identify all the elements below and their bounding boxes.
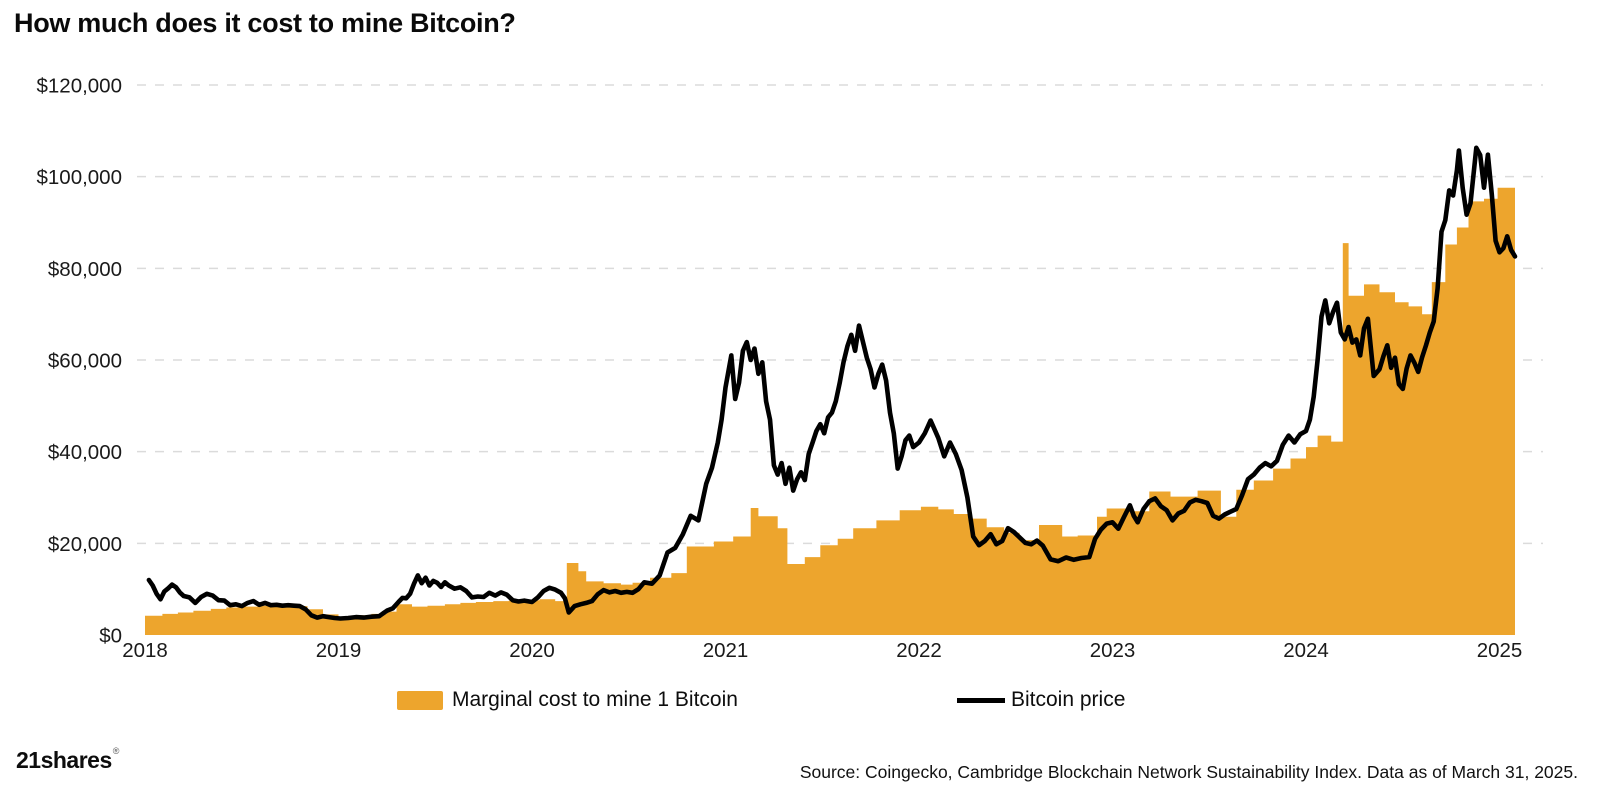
bitcoin-price-line [146, 145, 1518, 621]
y-axis-label: $40,000 [48, 441, 122, 464]
legend-label-marginal-cost: Marginal cost to mine 1 Bitcoin [452, 688, 738, 711]
x-axis-label: 2019 [316, 639, 362, 662]
y-axis-label: $100,000 [36, 166, 122, 189]
page-title: How much does it cost to mine Bitcoin? [14, 8, 516, 38]
legend-item-marginal-cost: Marginal cost to mine 1 Bitcoin [397, 686, 738, 714]
y-axis-label: $20,000 [48, 533, 122, 556]
source-note: Source: Coingecko, Cambridge Blockchain … [799, 762, 1578, 782]
logo-text: 21shares [16, 747, 112, 773]
x-axis-label: 2023 [1090, 639, 1136, 662]
marginal-cost-swatch-icon [397, 690, 443, 710]
x-axis-labels: 2018 2019 2020 2021 2022 2023 2024 2025 [122, 639, 1522, 662]
y-axis-labels: $0 $20,000 $40,000 $60,000 $80,000 $100,000 $1… [36, 75, 122, 648]
x-axis-label: 2022 [896, 639, 942, 662]
marginal-cost-area [145, 187, 1515, 635]
legend-item-bitcoin-price: Bitcoin price [957, 686, 1125, 714]
x-axis-label: 2021 [703, 639, 749, 662]
y-axis-label: $80,000 [48, 258, 122, 281]
registered-mark: ® [112, 746, 120, 756]
y-axis-label: $60,000 [48, 350, 122, 373]
y-axis-label: $0 [99, 625, 122, 648]
y-axis-label: $120,000 [36, 75, 122, 98]
bitcoin-price-swatch-icon [957, 697, 1005, 703]
x-axis-label: 2025 [1477, 639, 1523, 662]
gridlines [137, 84, 1543, 545]
x-axis-label: 2018 [122, 639, 168, 662]
x-axis-label: 2020 [509, 639, 555, 662]
legend-label-bitcoin-price: Bitcoin price [1011, 688, 1126, 711]
21shares-logo: 21shares® [16, 746, 119, 774]
chart-legend: Marginal cost to mine 1 Bitcoin Bitcoin … [0, 686, 1600, 714]
x-axis-label: 2024 [1283, 639, 1329, 662]
